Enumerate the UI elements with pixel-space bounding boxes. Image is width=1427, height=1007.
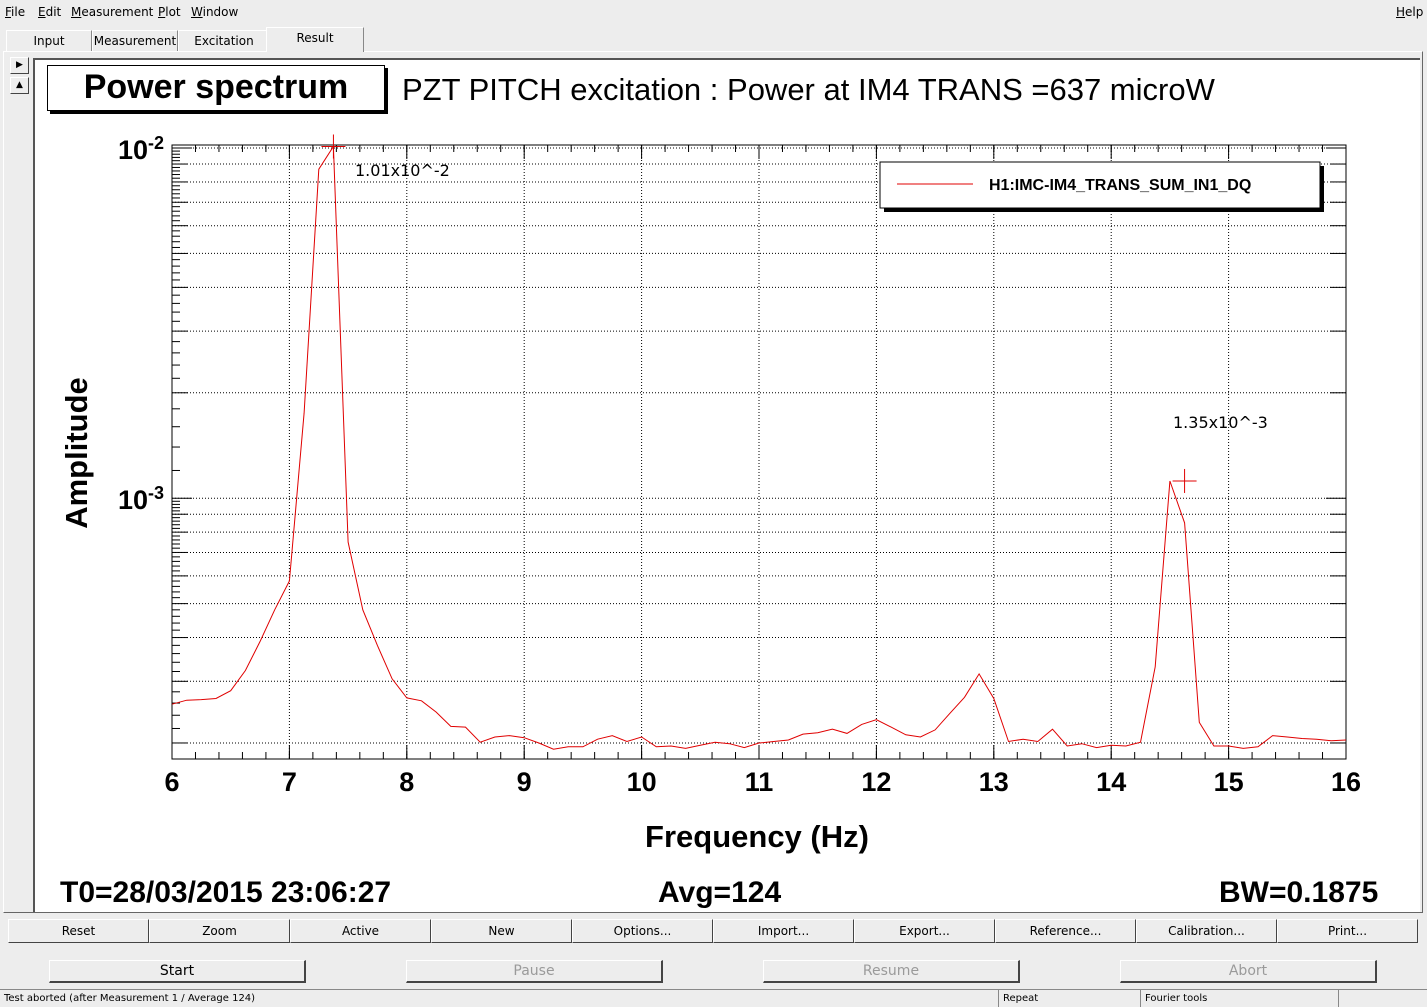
triangle-up-icon: ▲ [16, 80, 23, 90]
import-button[interactable]: Import... [713, 919, 854, 943]
result-panel [3, 51, 1423, 913]
resume-button[interactable]: Resume [763, 960, 1020, 983]
collapse-arrow-button[interactable]: ▲ [10, 77, 29, 94]
peak1-annotation: 1.01x10^-2 [355, 161, 450, 180]
x-tick-label: 16 [1331, 767, 1361, 797]
tab-excitation[interactable]: Excitation [178, 30, 270, 52]
avg-label: Avg=124 [658, 876, 782, 909]
abort-button[interactable]: Abort [1120, 960, 1377, 983]
pause-button[interactable]: Pause [406, 960, 663, 983]
status-fourier: Fourier tools [1140, 989, 1338, 1007]
x-tick-labels: 6 7 8 9 10 11 12 13 14 15 16 [164, 767, 1361, 797]
reference-button[interactable]: Reference... [995, 919, 1136, 943]
status-bar: Test aborted (after Measurement 1 / Aver… [0, 989, 1427, 1007]
triangle-right-icon: ▶ [16, 60, 23, 70]
plot-subtitle: PZT PITCH excitation : Power at IM4 TRAN… [402, 72, 1215, 107]
spectrum-chart[interactable]: 6 7 8 9 10 11 12 13 14 15 16 10-2 10-3 1.01x10^-2 1… [35, 60, 1420, 912]
status-extra [1338, 989, 1427, 1007]
x-tick-label: 14 [1096, 767, 1126, 797]
active-button[interactable]: Active [290, 919, 431, 943]
x-tick-label: 11 [745, 767, 774, 797]
series-line [171, 144, 1347, 750]
plot-toolbar: Reset Zoom Active New Options... Import.… [8, 919, 1418, 943]
menu-window[interactable]: Window [191, 5, 239, 19]
tab-input[interactable]: Input [6, 30, 92, 52]
axis-ticks [171, 145, 1347, 760]
x-tick-label: 12 [861, 767, 891, 797]
plot-title: Power spectrum [47, 65, 385, 111]
expand-arrow-button[interactable]: ▶ [10, 57, 29, 74]
zoom-button[interactable]: Zoom [149, 919, 290, 943]
menu-bar: File Edit Measurement Plot Window Help [0, 0, 1427, 26]
print-button[interactable]: Print... [1277, 919, 1418, 943]
x-tick-label: 13 [979, 767, 1009, 797]
menu-edit[interactable]: Edit [38, 5, 62, 19]
plot-frame [171, 144, 1347, 760]
peak2-annotation: 1.35x10^-3 [1173, 413, 1268, 432]
menu-measurement[interactable]: Measurement [71, 5, 154, 19]
x-tick-label: 10 [627, 767, 657, 797]
grid [172, 145, 1346, 759]
x-tick-label: 7 [282, 767, 297, 797]
x-axis-label: Frequency (Hz) [645, 819, 869, 854]
y-tick-label: 10-2 [118, 133, 164, 165]
start-button[interactable]: Start [49, 960, 306, 983]
tab-result[interactable]: Result [266, 27, 364, 52]
tab-measurement[interactable]: Measurement [92, 30, 178, 52]
plot-canvas[interactable]: Power spectrum PZT PITCH excitation : Po… [33, 58, 1420, 912]
x-tick-label: 8 [399, 767, 414, 797]
y-tick-labels: 10-2 10-3 [118, 133, 164, 515]
status-repeat: Repeat [998, 989, 1140, 1007]
menu-plot[interactable]: Plot [158, 5, 181, 19]
options-button[interactable]: Options... [572, 919, 713, 943]
x-tick-label: 6 [164, 767, 179, 797]
menu-help[interactable]: Help [1396, 5, 1424, 19]
peak-markers [321, 134, 1197, 493]
new-button[interactable]: New [431, 919, 572, 943]
export-button[interactable]: Export... [854, 919, 995, 943]
y-axis-label: Amplitude [59, 377, 94, 529]
y-tick-label: 10-3 [118, 483, 164, 515]
menu-file[interactable]: File [5, 5, 26, 19]
t0-label: T0=28/03/2015 23:06:27 [60, 876, 392, 909]
bw-label: BW=0.1875 [1219, 876, 1379, 909]
x-tick-label: 15 [1214, 767, 1244, 797]
reset-button[interactable]: Reset [8, 919, 149, 943]
status-message: Test aborted (after Measurement 1 / Aver… [0, 989, 998, 1007]
x-tick-label: 9 [517, 767, 532, 797]
legend-label: H1:IMC-IM4_TRANS_SUM_IN1_DQ [989, 177, 1251, 194]
tab-bar: Input Measurement Excitation Result [0, 26, 1427, 52]
legend-box[interactable]: H1:IMC-IM4_TRANS_SUM_IN1_DQ [879, 161, 1324, 212]
calibration-button[interactable]: Calibration... [1136, 919, 1277, 943]
